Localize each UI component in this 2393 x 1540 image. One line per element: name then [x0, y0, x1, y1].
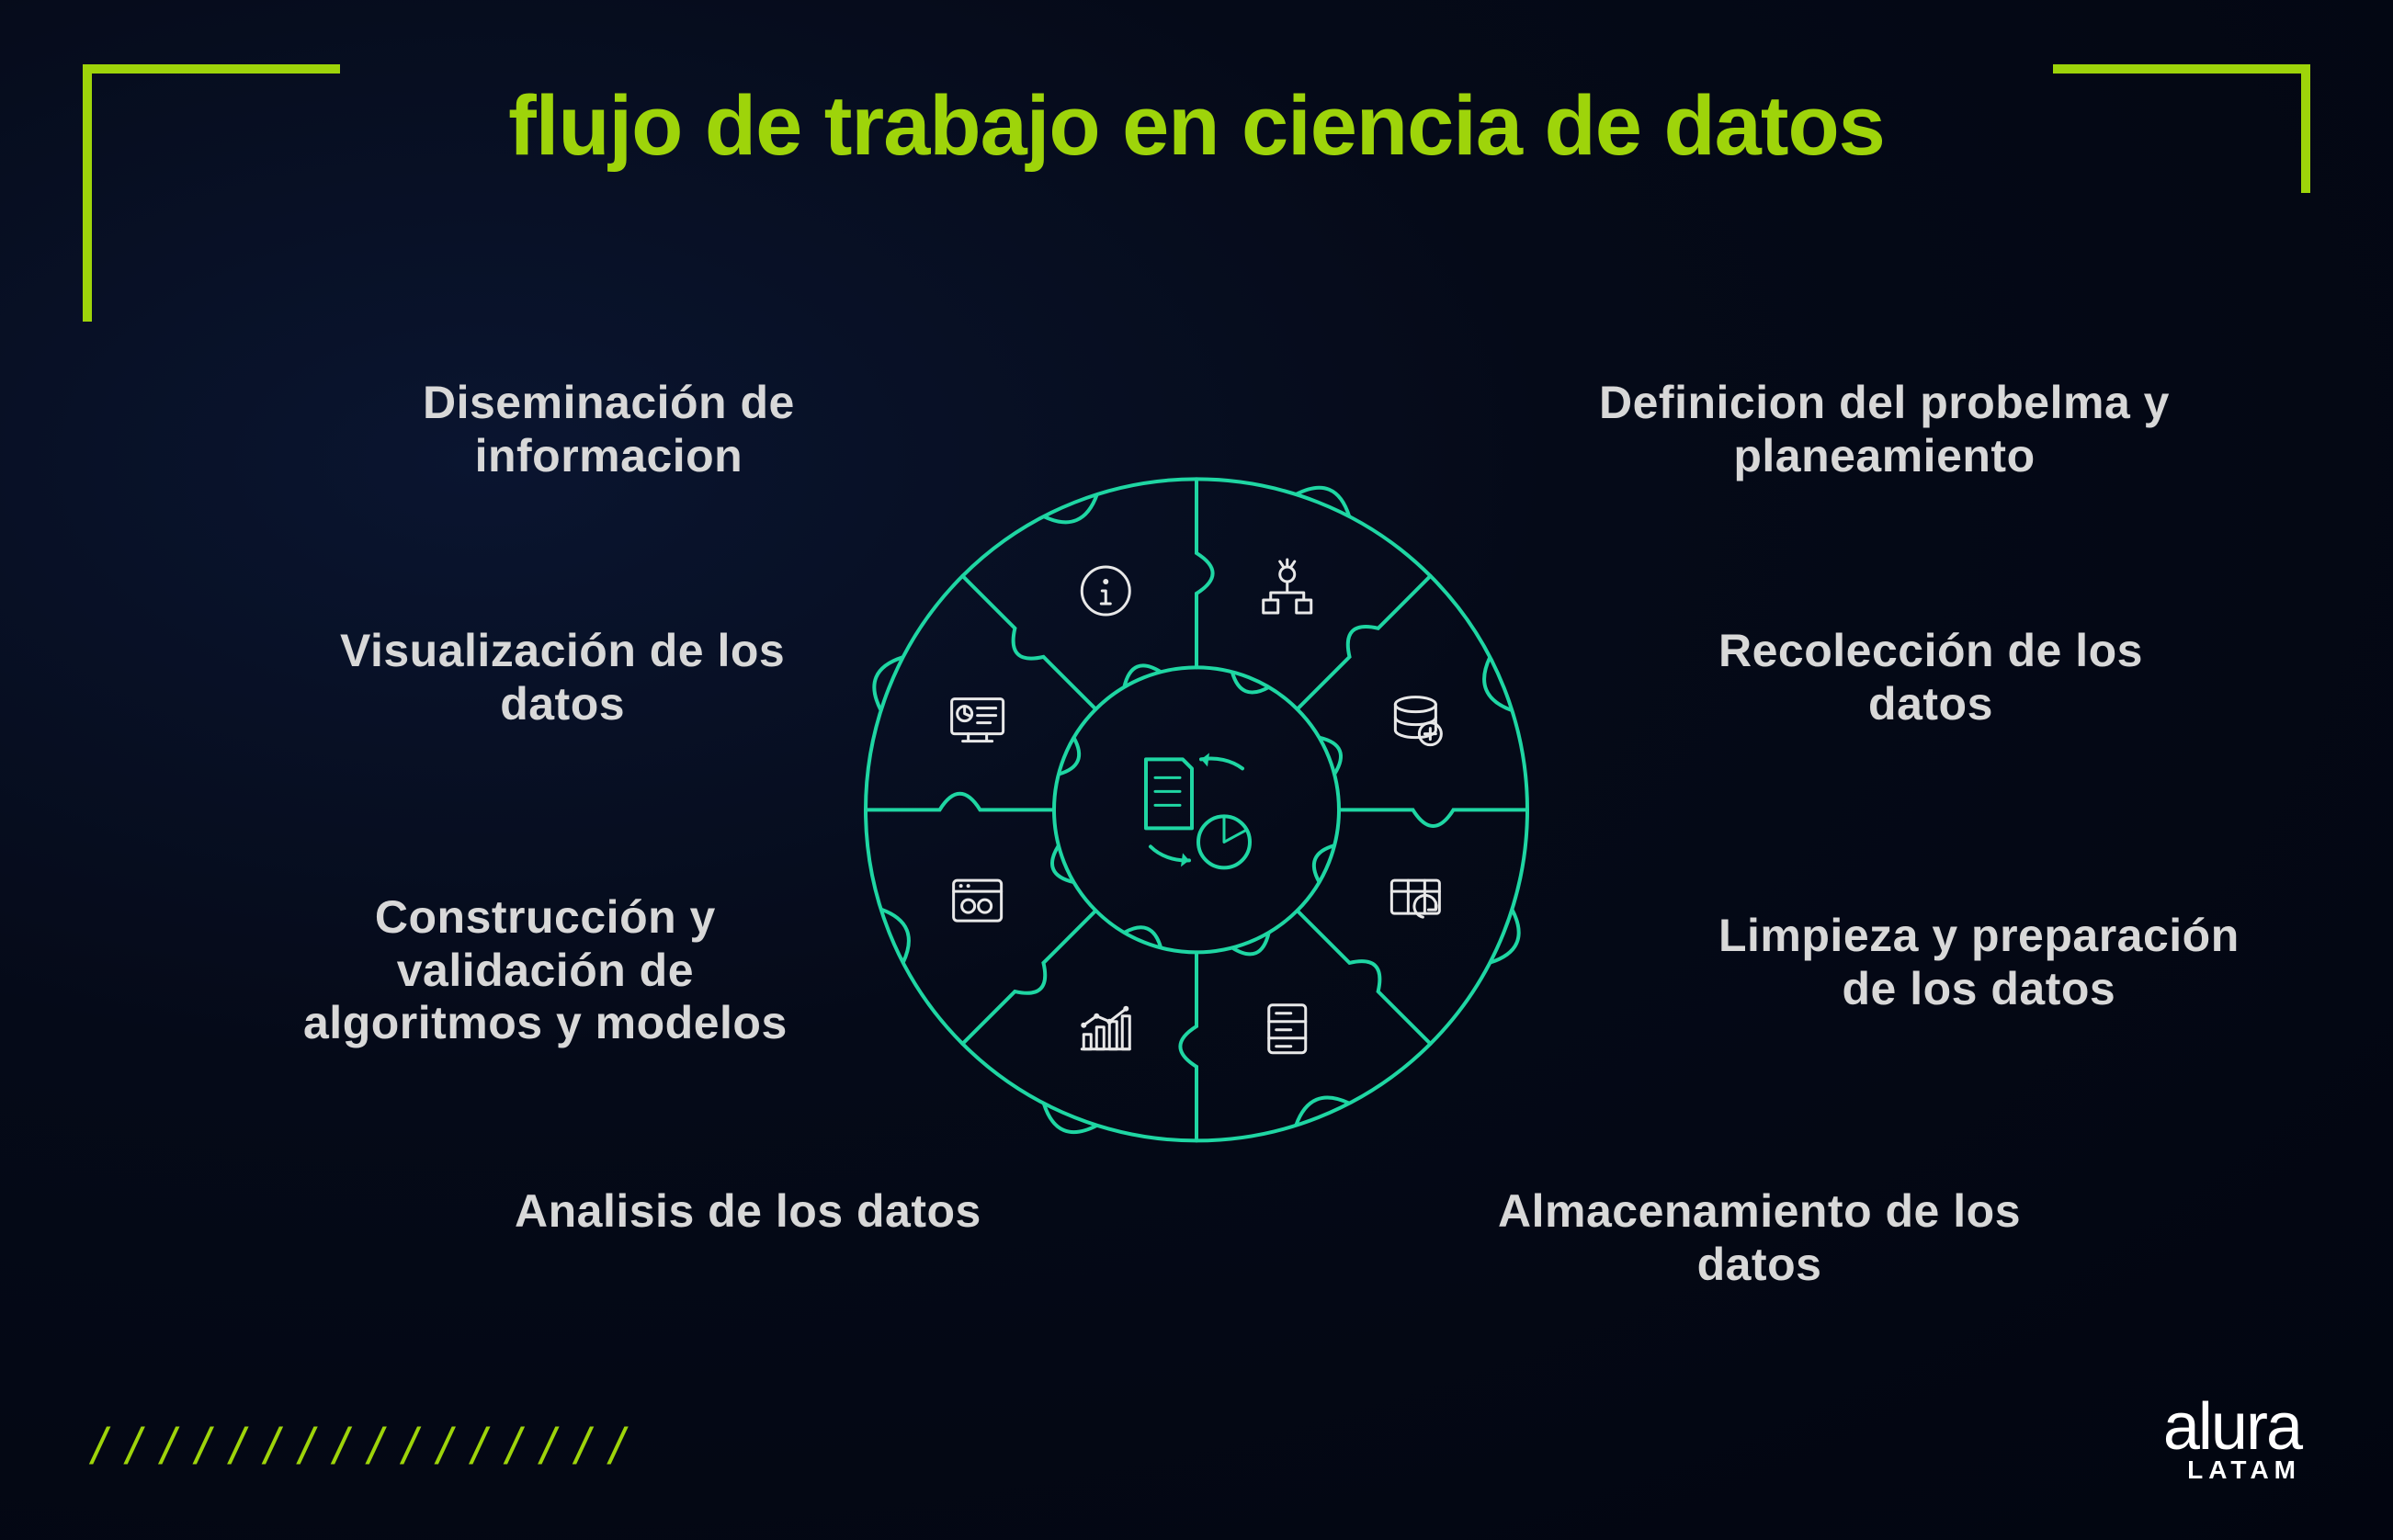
- workflow-label-2: Limpieza y preparaciónde los datos: [1718, 910, 2240, 1015]
- server-icon: [1269, 1005, 1306, 1053]
- workflow-wheel: [847, 460, 1546, 1163]
- table-refresh-icon: [1391, 880, 1439, 917]
- brand-logo: alura LATAM: [2163, 1398, 2301, 1485]
- corner-bracket-top-right: [2053, 64, 2310, 193]
- dashboard-monitor-icon: [952, 699, 1004, 742]
- code-window-icon: [954, 880, 1002, 921]
- slash-decoration: ////////////////: [92, 1416, 644, 1476]
- page-title: flujo de trabajo en ciencia de datos: [508, 78, 1885, 175]
- workflow-label-7: Diseminación deinformacion: [423, 377, 795, 482]
- workflow-label-1: Recolección de losdatos: [1718, 625, 2143, 730]
- info-icon: [1082, 567, 1129, 615]
- workflow-label-4: Analisis de los datos: [515, 1185, 981, 1239]
- doc-pie-cycle-icon: [1146, 753, 1250, 867]
- brand-name: alura: [2163, 1398, 2301, 1457]
- workflow-label-5: Construcción yvalidación dealgoritmos y …: [303, 891, 788, 1050]
- workflow-label-0: Definicion del probelma yplaneamiento: [1599, 377, 2170, 482]
- workflow-label-3: Almacenamiento de losdatos: [1498, 1185, 2021, 1291]
- database-plus-icon: [1395, 697, 1441, 745]
- idea-hierarchy-icon: [1264, 560, 1311, 613]
- line-bar-chart-icon: [1081, 1006, 1129, 1049]
- workflow-label-6: Visualización de losdatos: [340, 625, 785, 730]
- corner-bracket-top-left: [83, 64, 340, 322]
